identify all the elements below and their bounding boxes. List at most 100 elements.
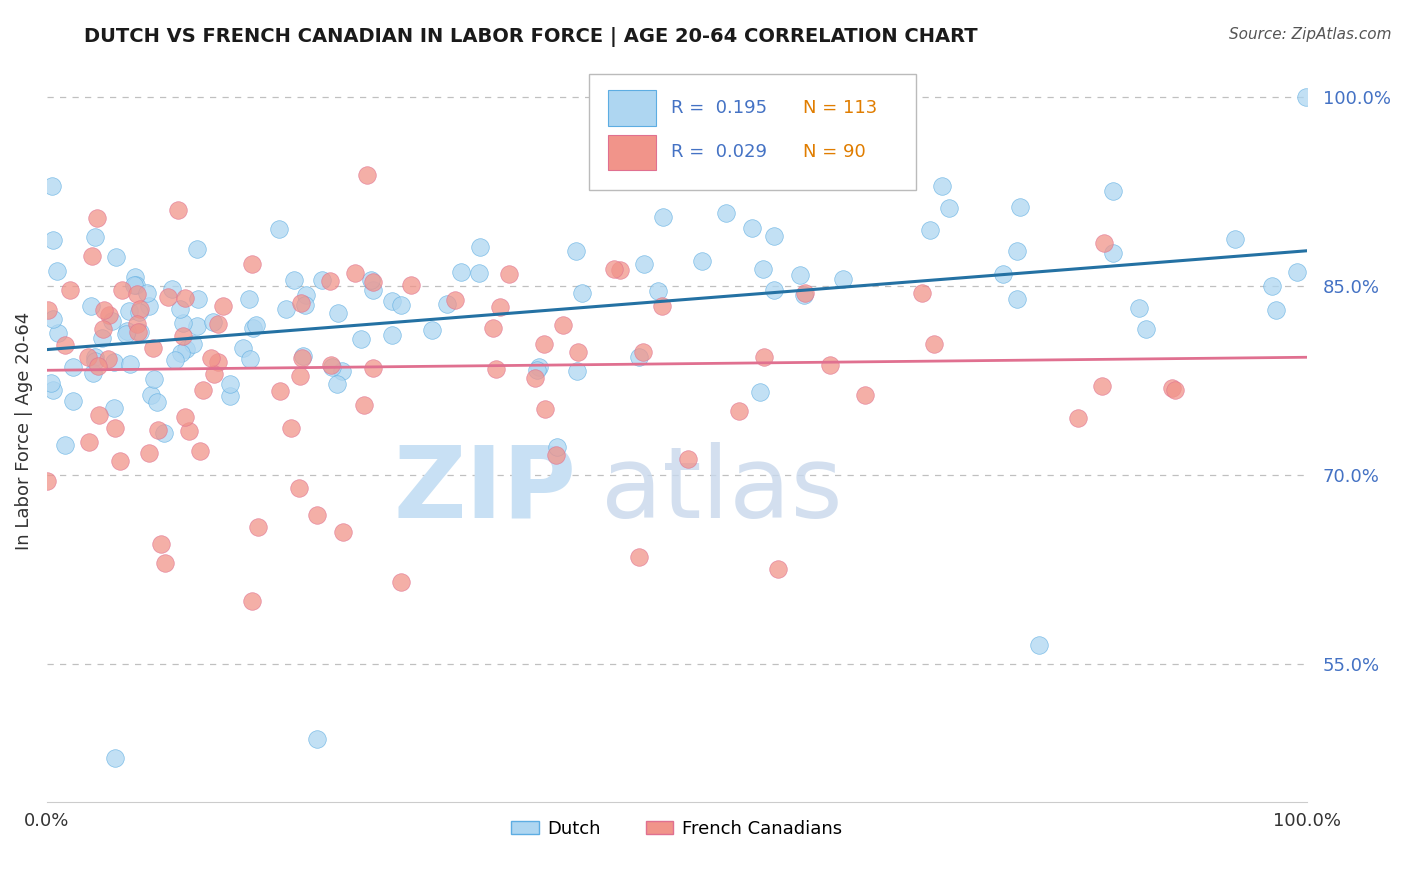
Text: N = 113: N = 113 [803, 99, 877, 117]
Point [247, 520, 270, 534]
Point [62, 359, 84, 374]
Point [280, 421, 302, 435]
Legend: Dutch, French Canadians: Dutch, French Canadians [505, 813, 849, 846]
Point [117, 304, 139, 318]
Point [37, 474, 59, 488]
Point [152, 425, 174, 440]
Point [84, 351, 107, 365]
Point [1091, 379, 1114, 393]
Point [564, 244, 586, 258]
Point [292, 349, 315, 363]
Text: R =  0.195: R = 0.195 [671, 99, 766, 117]
Point [361, 360, 384, 375]
Point [111, 283, 134, 297]
Point [173, 410, 195, 425]
Point [239, 351, 262, 366]
Point [267, 222, 290, 236]
Point [211, 299, 233, 313]
Point [146, 395, 169, 409]
Point [911, 286, 934, 301]
Point [389, 574, 412, 589]
Point [291, 351, 314, 366]
Point [1128, 301, 1150, 316]
Point [172, 316, 194, 330]
Point [129, 325, 152, 339]
Point [172, 329, 194, 343]
Point [1163, 383, 1185, 397]
Point [862, 173, 884, 187]
Point [794, 285, 817, 300]
Point [207, 317, 229, 331]
Point [993, 267, 1015, 281]
Point [80, 250, 103, 264]
Point [1008, 200, 1031, 214]
Point [103, 355, 125, 369]
Point [288, 368, 311, 383]
Point [1005, 244, 1028, 258]
Point [468, 266, 491, 280]
Point [343, 266, 366, 280]
Point [128, 304, 150, 318]
Point [41, 376, 63, 391]
Point [83, 230, 105, 244]
Point [631, 345, 654, 359]
Point [124, 277, 146, 292]
Text: Source: ZipAtlas.com: Source: ZipAtlas.com [1229, 27, 1392, 42]
Point [690, 253, 713, 268]
Point [350, 332, 373, 346]
Point [436, 297, 458, 311]
Point [468, 240, 491, 254]
Point [294, 298, 316, 312]
Point [1005, 293, 1028, 307]
Point [219, 377, 242, 392]
Point [103, 401, 125, 415]
Point [766, 562, 789, 576]
Point [1260, 279, 1282, 293]
Point [1102, 245, 1125, 260]
Point [128, 302, 150, 317]
Point [330, 364, 353, 378]
Point [207, 355, 229, 369]
Point [353, 398, 375, 412]
Point [269, 384, 291, 399]
Point [41, 383, 63, 397]
Point [485, 362, 508, 376]
Point [104, 751, 127, 765]
Bar [607, 135, 655, 170]
Point [321, 360, 343, 375]
Point [714, 206, 737, 220]
Point [188, 444, 211, 458]
Point [332, 524, 354, 539]
Point [287, 481, 309, 495]
Point [488, 300, 510, 314]
Point [1102, 185, 1125, 199]
Point [115, 324, 138, 338]
Point [169, 301, 191, 316]
Point [651, 299, 673, 313]
Point [174, 343, 197, 357]
Point [1092, 235, 1115, 250]
Point [125, 317, 148, 331]
Point [82, 366, 104, 380]
Point [752, 261, 775, 276]
Point [526, 363, 548, 377]
Point [143, 372, 166, 386]
Point [124, 269, 146, 284]
Point [274, 301, 297, 316]
Point [1225, 232, 1247, 246]
Point [186, 319, 208, 334]
Point [138, 446, 160, 460]
Point [938, 202, 960, 216]
Point [156, 290, 179, 304]
Point [170, 346, 193, 360]
Point [533, 401, 555, 416]
Point [53, 338, 76, 352]
Point [104, 421, 127, 435]
Point [127, 325, 149, 339]
Point [290, 296, 312, 310]
Point [523, 371, 546, 385]
Point [326, 376, 349, 391]
Point [1265, 303, 1288, 318]
Point [42, 311, 65, 326]
Point [186, 242, 208, 256]
